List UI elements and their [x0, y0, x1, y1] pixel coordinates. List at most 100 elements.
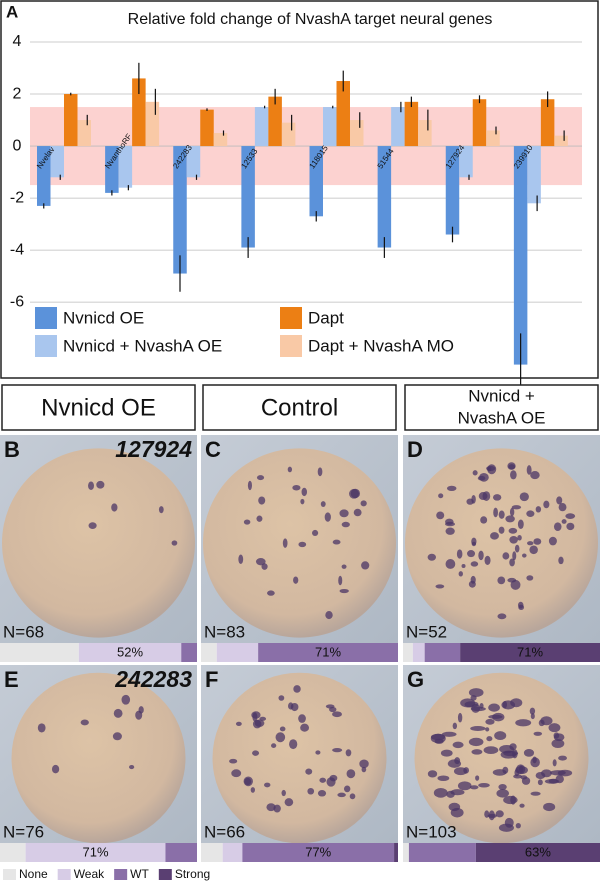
- distribution-segment: [424, 643, 461, 662]
- stain-spot: [324, 512, 331, 522]
- stain-spot: [490, 532, 499, 540]
- stain-spot: [551, 739, 565, 749]
- bar: [391, 107, 405, 147]
- bar: [554, 135, 568, 147]
- stain-spot: [533, 538, 542, 545]
- stain-spot: [558, 556, 564, 565]
- header-text: Control: [261, 394, 338, 421]
- stain-spot: [548, 723, 561, 733]
- stain-spot: [446, 485, 457, 491]
- stain-spot: [517, 534, 522, 541]
- stain-spot: [345, 749, 352, 757]
- legend-label: Strong: [175, 867, 210, 881]
- distribution-segment: [181, 643, 197, 662]
- stain-spot: [332, 711, 342, 718]
- stain-spot: [427, 770, 438, 778]
- stain-spot: [527, 541, 534, 546]
- stain-spot: [519, 492, 529, 502]
- legend-swatch: [158, 869, 172, 880]
- bar: [118, 146, 133, 188]
- stain-spot: [498, 784, 507, 790]
- stain-spot: [349, 793, 356, 800]
- stain-spot: [509, 558, 515, 567]
- y-tick-label: -2: [10, 189, 24, 206]
- stain-spot: [430, 733, 446, 744]
- distribution-segment: [408, 843, 476, 862]
- gene-label: 242283: [114, 666, 192, 692]
- stain-spot: [271, 743, 277, 748]
- legend-swatch: [280, 307, 302, 329]
- stain-spot: [497, 613, 507, 620]
- stain-spot: [282, 538, 288, 548]
- stain-spot: [292, 485, 301, 491]
- stain-spot: [300, 723, 310, 732]
- stain-spot: [565, 513, 576, 519]
- stain-spot: [533, 731, 543, 736]
- stain-spot: [427, 553, 436, 561]
- stain-spot: [492, 494, 502, 501]
- y-tick-label: -4: [10, 241, 24, 258]
- stain-spot: [486, 736, 493, 742]
- bar: [418, 120, 432, 147]
- stain-spot: [235, 721, 242, 726]
- stain-spot: [440, 749, 453, 757]
- embryo: [405, 448, 598, 638]
- embryo: [11, 672, 186, 844]
- stain-spot: [329, 774, 338, 782]
- stain-spot: [349, 488, 359, 499]
- stain-spot: [494, 731, 507, 741]
- legend-label: Nvnicd OE: [63, 308, 144, 327]
- distribution-segment: [216, 643, 259, 662]
- stain-spot: [472, 470, 478, 476]
- header-text: Nvnicd OE: [41, 394, 156, 421]
- legend-label: None: [19, 867, 48, 881]
- legend-swatch: [3, 869, 16, 880]
- n-label: N=66: [204, 822, 245, 841]
- distribution-label: 63%: [525, 844, 551, 859]
- legend-label: Dapt + NvashA MO: [308, 336, 454, 355]
- stain-spot: [467, 550, 476, 558]
- stain-spot: [557, 769, 573, 777]
- n-label: N=76: [3, 822, 44, 841]
- panel-letter: G: [407, 667, 424, 692]
- stain-spot: [484, 555, 491, 566]
- stain-spot: [509, 507, 515, 517]
- stain-spot: [526, 575, 534, 581]
- stain-spot: [51, 764, 60, 774]
- distribution-label: 71%: [315, 644, 341, 659]
- stain-spot: [433, 787, 448, 798]
- stain-spot: [338, 575, 343, 586]
- stain-spot: [471, 703, 481, 713]
- bar: [540, 99, 555, 147]
- legend-swatch: [280, 335, 302, 357]
- stain-spot: [470, 726, 486, 731]
- stain-spot: [535, 506, 542, 513]
- stain-spot: [445, 521, 455, 527]
- header-text: NvashA OE: [458, 408, 546, 427]
- stain-spot: [441, 731, 457, 737]
- bar: [64, 94, 78, 147]
- stain-spot: [252, 719, 262, 729]
- stain-spot: [497, 576, 506, 585]
- stain-spot: [484, 810, 490, 818]
- legend-label: Dapt: [308, 308, 344, 327]
- stain-spot: [307, 787, 315, 795]
- stain-spot: [517, 601, 524, 609]
- distribution-segment: [258, 643, 398, 662]
- bar: [186, 146, 201, 178]
- stain-spot: [445, 527, 455, 535]
- stain-spot: [341, 564, 347, 569]
- bar: [513, 146, 528, 365]
- stain-spot: [339, 588, 349, 594]
- stain-spot: [471, 541, 477, 547]
- stain-spot: [516, 764, 526, 775]
- stain-spot: [252, 750, 260, 756]
- stain-spot: [264, 782, 271, 788]
- stain-spot: [259, 716, 267, 721]
- bar: [472, 99, 487, 147]
- distribution-segment: [0, 843, 26, 862]
- stain-spot: [138, 706, 144, 714]
- stain-spot: [243, 776, 253, 787]
- y-tick-label: 2: [13, 85, 22, 102]
- distribution-label: 71%: [83, 844, 109, 859]
